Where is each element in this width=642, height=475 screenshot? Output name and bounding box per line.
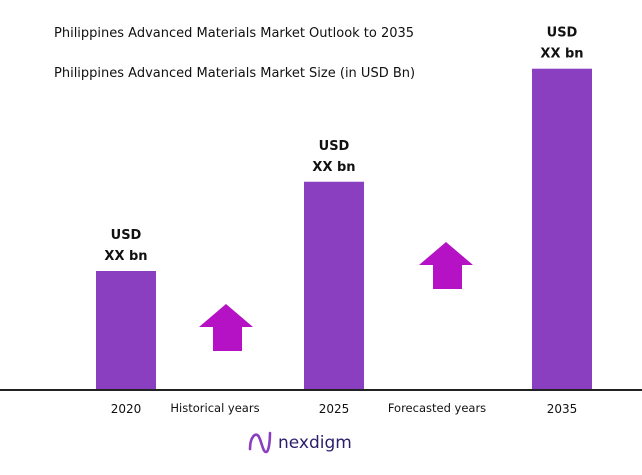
x-tick-label: 2025	[319, 402, 350, 416]
bar-2025	[304, 181, 364, 390]
x-tick-label: 2020	[111, 402, 142, 416]
chart-title: Philippines Advanced Materials Market Ou…	[54, 26, 414, 41]
bars-group	[96, 68, 592, 390]
brand-logo: nexdigm	[248, 431, 352, 454]
bar-2020	[96, 271, 156, 390]
bar-2035	[532, 68, 592, 390]
brand-name: nexdigm	[278, 433, 352, 453]
value-label-line2: XX bn	[104, 249, 147, 264]
value-label-line1: USD	[111, 228, 142, 243]
forecasted-years-label: Forecasted years	[388, 401, 486, 415]
chart-subtitle: Philippines Advanced Materials Market Si…	[54, 66, 415, 81]
value-label-line1: USD	[547, 26, 578, 41]
growth-arrow-up-icon	[419, 242, 473, 289]
x-tick-label: 2035	[547, 402, 578, 416]
value-label-line2: XX bn	[312, 160, 355, 175]
value-label-line1: USD	[319, 139, 350, 154]
nexdigm-logo-icon	[248, 431, 272, 454]
x-tick-labels: 2020 2025 2035	[111, 402, 578, 416]
growth-arrow-up-icon	[199, 304, 253, 351]
historical-years-label: Historical years	[170, 401, 259, 415]
value-labels-group: USD XX bn USD XX bn USD XX bn	[104, 26, 583, 264]
value-label-line2: XX bn	[540, 47, 583, 62]
